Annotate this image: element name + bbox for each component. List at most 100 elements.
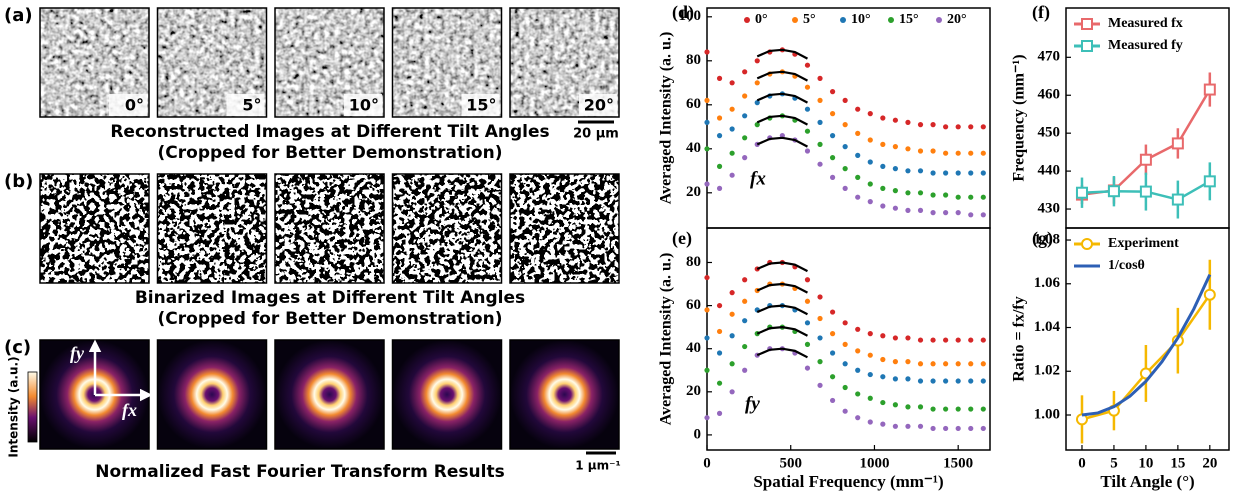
point <box>955 425 961 432</box>
y-axis-label: Averaged Intensity (a. u.) <box>658 32 675 205</box>
point <box>804 277 811 283</box>
point <box>930 361 936 367</box>
tile-border <box>509 173 620 284</box>
x-tick-label: 0 <box>1078 455 1086 471</box>
y-tick-label: 1.04 <box>1034 319 1061 335</box>
tile-border <box>39 7 150 118</box>
point <box>704 146 710 152</box>
point <box>880 374 886 380</box>
point <box>829 374 836 380</box>
fft-tile <box>392 340 502 449</box>
x-axis-label: Tilt Angle (°) <box>1100 472 1194 491</box>
point <box>855 348 861 354</box>
y-axis-label: Averaged Intensity (a. u.) <box>658 253 675 426</box>
point <box>943 210 949 216</box>
image-tile <box>510 174 619 283</box>
legend-swatch <box>792 17 798 23</box>
point <box>716 75 723 81</box>
image-tile <box>275 174 384 283</box>
point <box>842 320 848 326</box>
point <box>905 335 911 341</box>
point <box>917 168 924 174</box>
x-tick-label: 5 <box>1110 455 1118 471</box>
point <box>930 210 936 216</box>
y-tick-label: 0 <box>694 426 702 442</box>
panel-label: (f) <box>1032 2 1050 23</box>
point <box>955 150 961 156</box>
point <box>855 152 861 158</box>
point <box>980 194 986 200</box>
point <box>804 62 811 68</box>
point <box>943 425 949 432</box>
point <box>905 404 911 410</box>
fit-curve <box>756 48 808 60</box>
point <box>716 302 723 309</box>
point <box>943 192 949 198</box>
legend-label: Measured fy <box>1108 38 1183 53</box>
point <box>804 84 811 90</box>
point <box>892 117 898 123</box>
angle-label-bg <box>461 94 500 116</box>
point <box>943 361 949 367</box>
point <box>742 93 748 99</box>
point <box>880 203 886 209</box>
point <box>917 190 924 196</box>
point <box>817 315 823 322</box>
point <box>855 391 861 397</box>
point <box>804 106 811 112</box>
point <box>829 89 836 95</box>
point <box>943 150 949 156</box>
point <box>716 328 723 335</box>
y-tick-label: 80 <box>686 254 701 270</box>
panel-label: (c) <box>4 337 31 358</box>
point <box>905 423 911 429</box>
point <box>880 399 886 406</box>
angle-label: 5° <box>242 96 261 115</box>
point <box>917 404 924 410</box>
point <box>742 69 748 75</box>
point <box>704 181 710 187</box>
legend-swatch <box>840 17 846 23</box>
point <box>867 199 873 205</box>
legend-label: Experiment <box>1108 236 1179 251</box>
point <box>980 406 986 412</box>
point <box>867 181 873 187</box>
point <box>980 212 986 218</box>
point <box>917 378 924 384</box>
point <box>804 341 811 347</box>
point <box>804 148 811 154</box>
marker <box>1139 153 1152 166</box>
point <box>955 406 961 412</box>
point <box>842 97 848 103</box>
point <box>716 350 723 356</box>
point <box>930 148 936 154</box>
point <box>817 294 823 300</box>
point <box>905 359 911 365</box>
point <box>729 311 735 317</box>
point <box>968 337 974 343</box>
point <box>980 361 986 367</box>
point <box>917 361 924 367</box>
point <box>817 161 823 167</box>
point <box>930 192 936 198</box>
point <box>867 371 873 378</box>
legend-swatch <box>936 17 942 23</box>
fit-curve <box>756 114 808 126</box>
point <box>804 128 811 134</box>
point <box>716 185 723 191</box>
y-axis-label: Ratio = fx/fy <box>1011 296 1028 382</box>
caption: Binarized Images at Different Tilt Angle… <box>135 288 525 308</box>
point <box>943 378 949 384</box>
annotation: fy <box>745 393 760 414</box>
point <box>829 350 836 356</box>
point <box>930 378 936 384</box>
point <box>892 359 898 365</box>
marker <box>1107 185 1120 198</box>
tile-border <box>156 7 268 118</box>
point <box>729 290 735 296</box>
y-tick-label: 60 <box>686 96 701 112</box>
point <box>704 97 710 103</box>
point <box>855 367 861 373</box>
caption: Normalized Fast Fourier Transform Result… <box>95 462 504 482</box>
line <box>1081 273 1212 417</box>
